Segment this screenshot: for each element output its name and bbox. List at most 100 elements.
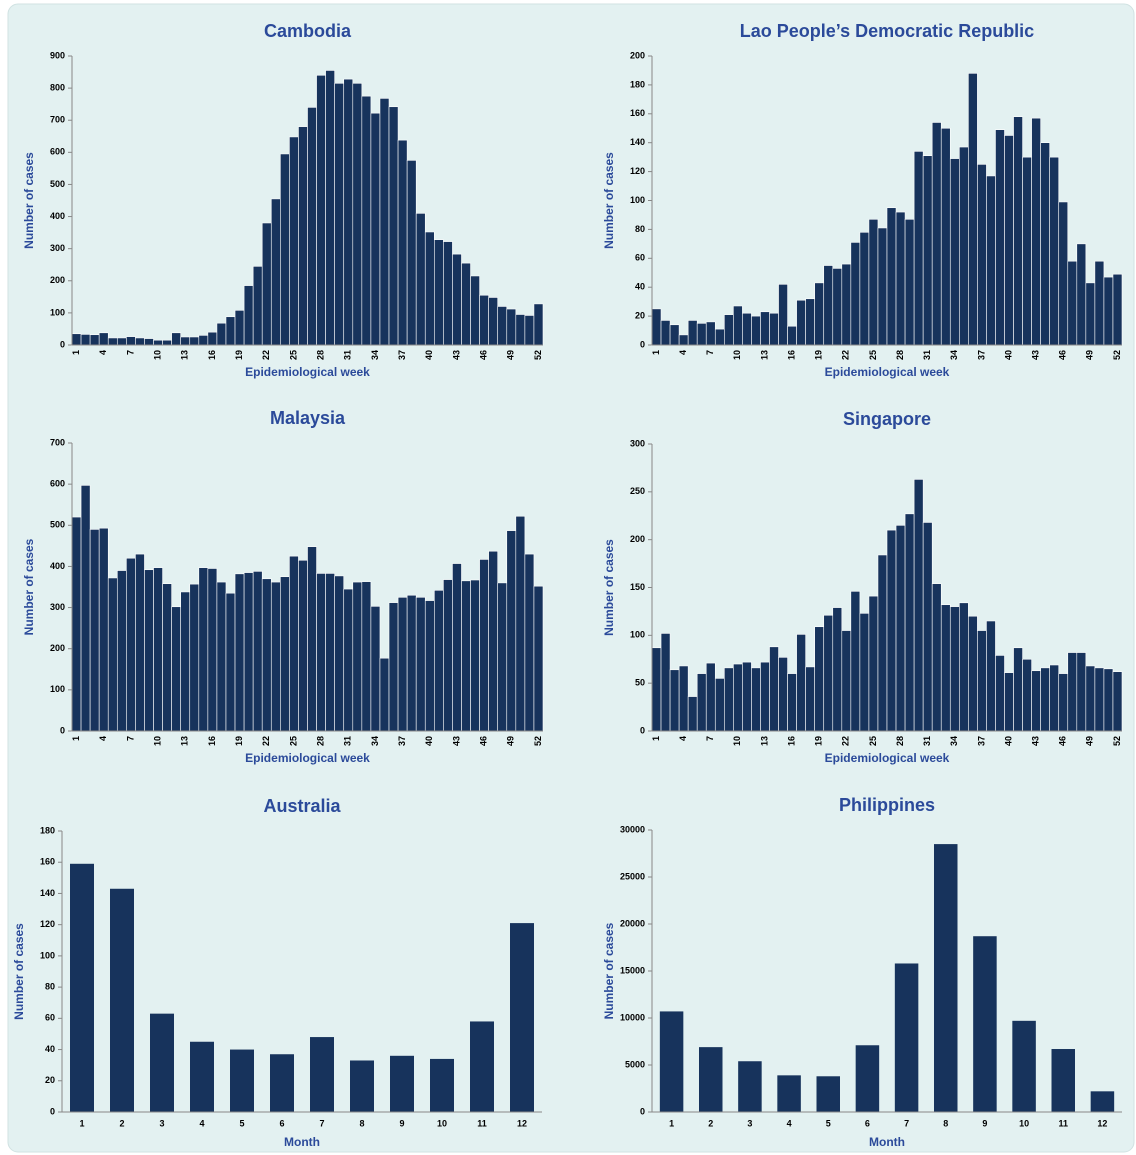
- bar: [216, 581, 227, 732]
- x-tick-label: 7: [705, 736, 715, 741]
- y-tick-label: 300: [630, 438, 645, 448]
- bar: [343, 588, 354, 732]
- bar: [904, 218, 915, 346]
- bar: [968, 615, 978, 732]
- bar: [733, 663, 743, 732]
- bar: [895, 211, 906, 346]
- bar: [352, 82, 363, 346]
- bar: [510, 923, 534, 1112]
- y-tick-label: 20000: [620, 918, 645, 928]
- y-tick-label: 0: [60, 725, 65, 735]
- bar: [1103, 276, 1114, 346]
- x-tick-label: 7: [319, 1118, 324, 1128]
- x-tick-label: 43: [1031, 350, 1041, 360]
- x-tick-label: 4: [199, 1118, 204, 1128]
- bar: [1022, 658, 1032, 732]
- x-tick-label: 9: [982, 1118, 987, 1128]
- bar: [343, 78, 354, 346]
- y-tick-label: 300: [50, 602, 65, 612]
- bar: [126, 557, 136, 732]
- bar: [1051, 1049, 1075, 1112]
- bar: [189, 583, 200, 732]
- x-tick-label: 10: [1019, 1118, 1029, 1128]
- y-tick-label: 100: [40, 950, 55, 960]
- bar: [949, 606, 960, 732]
- bar: [434, 239, 444, 346]
- y-tick-label: 60: [45, 1013, 55, 1023]
- x-tick-label: 46: [1058, 736, 1068, 746]
- x-tick-label: 34: [949, 350, 959, 360]
- bar: [80, 334, 91, 346]
- y-tick-label: 30000: [620, 824, 645, 834]
- x-tick-label: 19: [234, 736, 244, 746]
- bar: [316, 573, 326, 732]
- bar: [841, 263, 852, 346]
- x-tick-label: 13: [759, 350, 769, 360]
- x-tick-label: 19: [234, 350, 244, 360]
- y-tick-label: 700: [50, 437, 65, 447]
- bar: [116, 337, 127, 346]
- y-tick-label: 0: [50, 1106, 55, 1116]
- x-axis-label: Month: [284, 1135, 320, 1149]
- x-tick-label: 16: [786, 350, 796, 360]
- bar: [461, 262, 471, 346]
- bar: [443, 241, 453, 346]
- bar: [760, 661, 770, 732]
- bar: [452, 563, 462, 732]
- x-tick-label: 10: [732, 350, 742, 360]
- x-tick-label: 52: [533, 736, 543, 746]
- bar: [98, 527, 109, 732]
- bar: [252, 266, 263, 346]
- x-tick-label: 37: [976, 736, 986, 746]
- y-tick-label: 180: [40, 825, 55, 835]
- x-tick-label: 22: [841, 736, 851, 746]
- bar: [1049, 156, 1060, 346]
- x-tick-label: 4: [98, 736, 108, 741]
- bar: [1012, 1020, 1036, 1112]
- x-tick-label: 11: [1058, 1118, 1068, 1128]
- bar: [234, 573, 245, 732]
- y-tick-label: 400: [50, 561, 65, 571]
- bar: [940, 127, 951, 346]
- bar: [1013, 647, 1023, 732]
- bar: [832, 268, 843, 346]
- x-axis-label: Epidemiological week: [245, 365, 370, 379]
- x-tick-label: 1: [71, 350, 81, 355]
- y-tick-label: 40: [45, 1044, 55, 1054]
- x-tick-label: 7: [125, 736, 135, 741]
- x-tick-label: 28: [895, 350, 905, 360]
- y-tick-label: 200: [630, 534, 645, 544]
- bar: [823, 614, 834, 732]
- x-tick-label: 43: [451, 350, 461, 360]
- x-tick-label: 10: [732, 736, 742, 746]
- bar: [931, 122, 942, 346]
- bar: [307, 546, 317, 732]
- bar: [1085, 282, 1096, 346]
- bar: [379, 98, 390, 346]
- bar: [968, 73, 978, 346]
- bar: [135, 553, 145, 732]
- bar: [859, 231, 870, 346]
- bar: [198, 567, 209, 732]
- bar: [71, 516, 82, 732]
- y-tick-label: 100: [630, 195, 645, 205]
- x-tick-label: 19: [814, 350, 824, 360]
- bar: [307, 107, 317, 346]
- bar: [107, 577, 118, 732]
- bar: [814, 626, 825, 732]
- bar: [153, 567, 163, 732]
- bar: [524, 315, 535, 346]
- x-tick-label: 43: [1031, 736, 1041, 746]
- x-tick-label: 6: [279, 1118, 284, 1128]
- bar: [479, 294, 489, 346]
- x-tick-label: 8: [943, 1118, 948, 1128]
- bar: [261, 222, 272, 346]
- x-axis-label: Month: [869, 1135, 905, 1149]
- bar: [497, 306, 508, 346]
- y-tick-label: 160: [40, 857, 55, 867]
- bar: [913, 479, 924, 732]
- x-tick-label: 46: [479, 736, 489, 746]
- x-tick-label: 4: [678, 736, 688, 741]
- x-tick-label: 49: [506, 350, 516, 360]
